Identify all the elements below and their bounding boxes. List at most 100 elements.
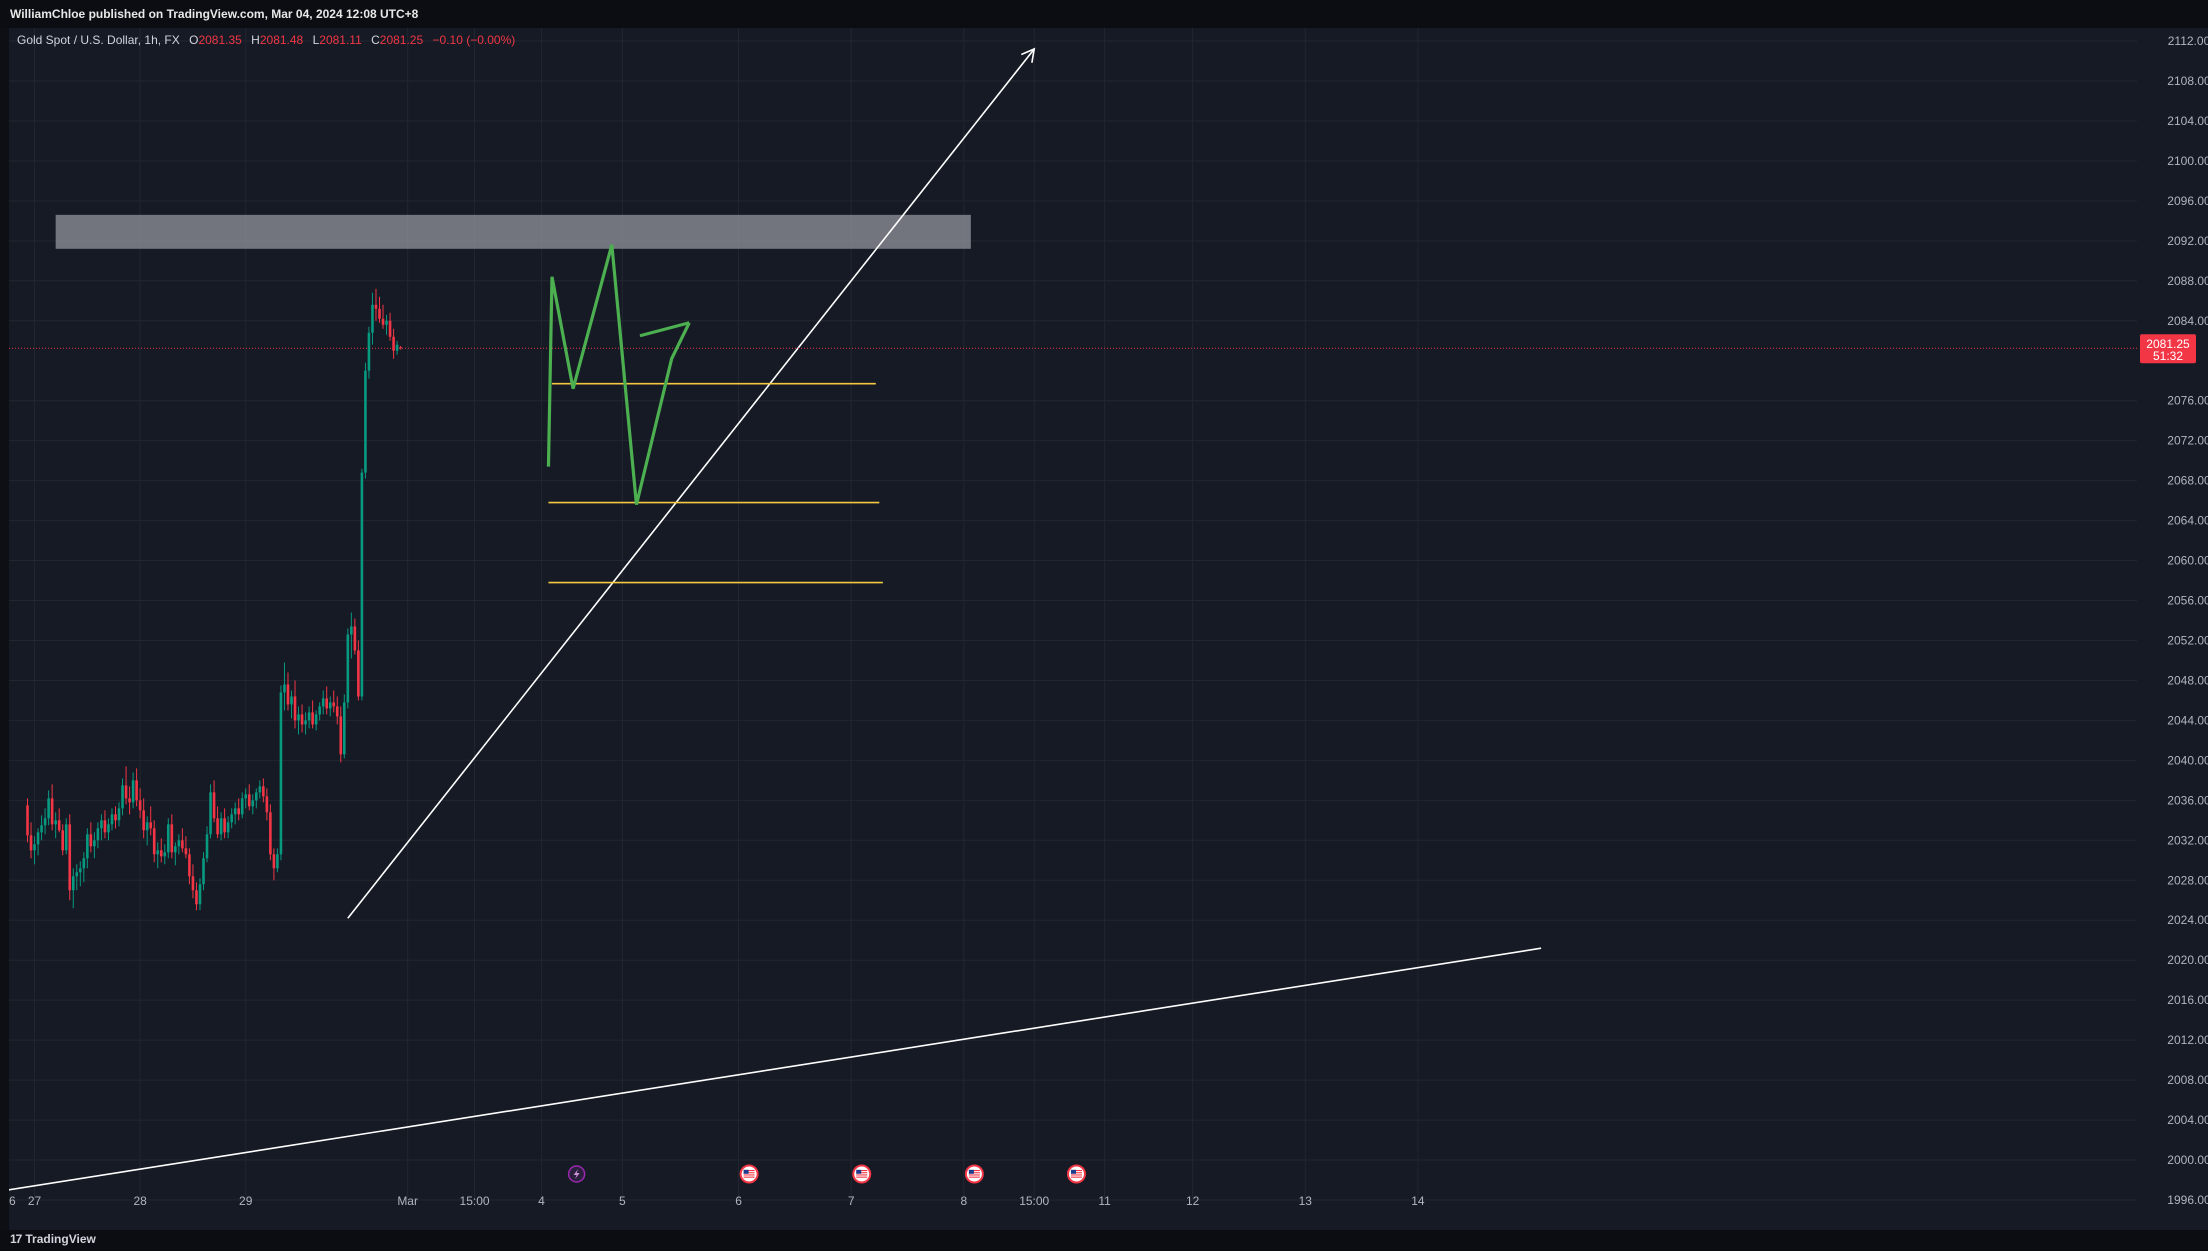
- candle: [212, 780, 216, 823]
- candle: [343, 694, 346, 759]
- candle: [395, 340, 399, 355]
- price-tick-label: 2028.00: [2167, 873, 2208, 887]
- candle-body: [86, 834, 89, 859]
- candle-body: [174, 846, 177, 853]
- candle: [64, 818, 68, 855]
- candle-body: [300, 714, 304, 725]
- candle: [124, 766, 128, 805]
- candle-body: [209, 792, 212, 835]
- price-tick-label: 2108.00: [2167, 74, 2208, 88]
- time-tick-label: 6: [9, 1194, 16, 1208]
- resistance-zone: [55, 214, 971, 249]
- flag-stripe: [743, 1172, 755, 1174]
- candle: [247, 784, 251, 811]
- candle-body: [75, 872, 79, 877]
- time-tick-label: Mar: [397, 1194, 418, 1208]
- us-flag-icon: [852, 1164, 872, 1184]
- flag-stripe: [743, 1170, 755, 1172]
- candle-body: [399, 347, 402, 349]
- candle-body: [350, 626, 353, 635]
- price-tick-label: 2068.00: [2167, 474, 2208, 488]
- candle-body: [177, 840, 181, 847]
- price-tag-countdown: 51:32: [2153, 349, 2183, 363]
- candle: [100, 814, 103, 841]
- trendline-1: [347, 48, 1035, 919]
- candle-body: [167, 824, 170, 853]
- candle: [304, 712, 307, 735]
- price-tick-label: 2024.00: [2167, 913, 2208, 927]
- candle-body: [371, 304, 374, 333]
- symbol-label: Gold Spot / U.S. Dollar, 1h, FX: [17, 33, 180, 47]
- candle: [170, 814, 174, 859]
- candle-body: [385, 320, 388, 325]
- candle-body: [79, 868, 82, 873]
- candle: [311, 700, 314, 729]
- us-flag-icon: [739, 1164, 759, 1184]
- flag-canton: [968, 1169, 974, 1174]
- open-value: 2081.35: [198, 33, 242, 47]
- ohlc-legend: Gold Spot / U.S. Dollar, 1h, FX O2081.35…: [17, 33, 515, 47]
- candle-body: [43, 818, 47, 826]
- candle: [300, 704, 304, 733]
- candle-body: [230, 814, 233, 823]
- candle: [321, 690, 325, 715]
- us-flag-icon: [1066, 1164, 1086, 1184]
- candle-body: [392, 336, 395, 351]
- candle: [135, 768, 138, 807]
- candle: [350, 612, 353, 659]
- flag-stripe: [856, 1172, 868, 1174]
- candle-body: [68, 824, 72, 891]
- candle: [251, 794, 255, 815]
- candle: [54, 812, 57, 839]
- price-tick-label: 2076.00: [2167, 394, 2208, 408]
- candle-body: [251, 800, 255, 807]
- candle-body: [149, 822, 152, 829]
- candle-body: [191, 876, 195, 891]
- candle-body: [103, 820, 107, 833]
- candle-body: [395, 344, 399, 351]
- chart-frame[interactable]: 2112.00 2108.00 2104.00 2100.00 2096.00 2092.…: [9, 28, 2208, 1230]
- candle-body: [353, 626, 357, 651]
- chart-svg[interactable]: 2112.00 2108.00 2104.00 2100.00 2096.00 2092.…: [9, 28, 2208, 1230]
- price-tick-label: 2092.00: [2167, 234, 2208, 248]
- candle: [174, 842, 177, 866]
- candle-body: [195, 890, 198, 905]
- candle: [318, 702, 321, 721]
- candle-body: [360, 472, 364, 697]
- candle: [244, 788, 248, 809]
- candle: [233, 802, 237, 825]
- candle-body: [93, 840, 96, 847]
- candle-body: [159, 850, 163, 857]
- candle: [107, 818, 110, 841]
- candle: [223, 808, 226, 839]
- footer-bar: 17 TradingView: [0, 1230, 2208, 1251]
- price-tick-label: 2064.00: [2167, 514, 2208, 528]
- candle-body: [156, 850, 160, 855]
- candle: [33, 836, 36, 865]
- close-label: C: [371, 33, 380, 47]
- candle: [68, 814, 72, 901]
- candle: [205, 826, 209, 863]
- time-tick-label: 6: [735, 1194, 742, 1208]
- candle: [103, 810, 107, 839]
- time-tick-label: 11: [1098, 1194, 1111, 1208]
- flag-stripe: [743, 1176, 755, 1178]
- candle-body: [311, 712, 314, 725]
- flag-canton: [1070, 1169, 1076, 1174]
- candle: [195, 882, 198, 911]
- candle-body: [378, 308, 381, 319]
- flag-stripe: [856, 1170, 868, 1172]
- tradingview-logo[interactable]: 17 TradingView: [10, 1232, 96, 1246]
- candle-body: [255, 792, 258, 801]
- candle-body: [374, 304, 378, 309]
- candle: [159, 838, 163, 863]
- price-tick-label: 2044.00: [2167, 713, 2208, 727]
- candle: [79, 861, 82, 887]
- candle-body: [71, 876, 75, 891]
- candle: [142, 798, 145, 839]
- flag-canton: [743, 1169, 749, 1174]
- time-tick-label: 14: [1411, 1194, 1425, 1208]
- flag-stripe: [968, 1170, 980, 1172]
- candle: [156, 842, 160, 869]
